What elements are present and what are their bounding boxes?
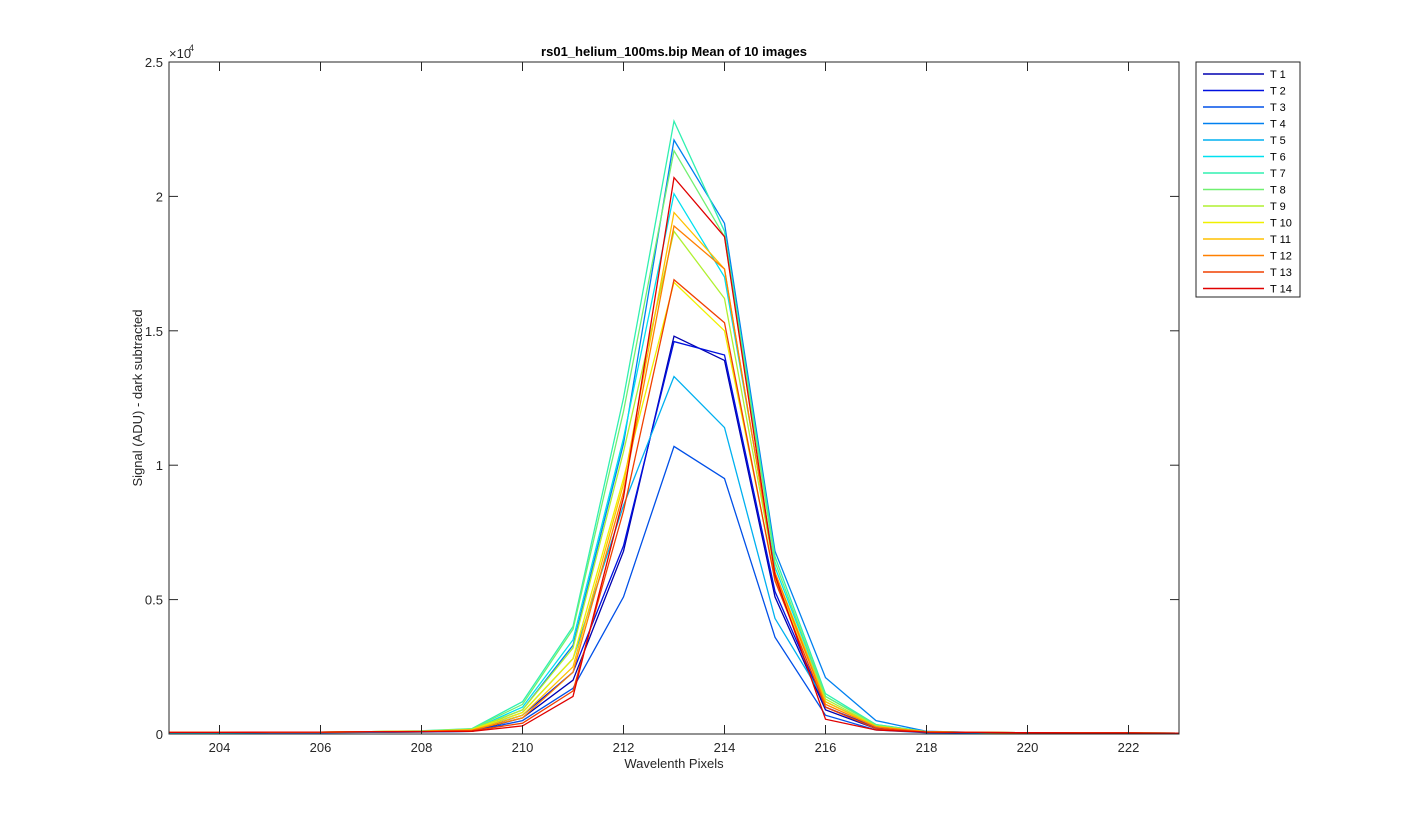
- legend-label: T 13: [1270, 267, 1292, 279]
- legend-label: T 10: [1270, 218, 1292, 230]
- y-axis-label: Signal (ADU) - dark subtracted: [130, 309, 145, 486]
- y-exponent-power: 4: [189, 43, 194, 53]
- y-tick-label: 0.5: [145, 593, 163, 608]
- legend-label: T 5: [1270, 135, 1286, 147]
- legend-label: T 4: [1270, 119, 1286, 131]
- x-tick-label: 220: [1017, 740, 1039, 755]
- x-tick-label: 212: [613, 740, 635, 755]
- x-tick-label: 216: [815, 740, 837, 755]
- y-tick-label: 1.5: [145, 324, 163, 339]
- chart-title: rs01_helium_100ms.bip Mean of 10 images: [541, 44, 807, 59]
- legend-label: T 14: [1270, 284, 1292, 296]
- legend-label: T 8: [1270, 185, 1286, 197]
- legend-label: T 12: [1270, 251, 1292, 263]
- x-tick-label: 204: [209, 740, 231, 755]
- legend-label: T 7: [1270, 168, 1286, 180]
- legend-label: T 9: [1270, 201, 1286, 213]
- legend-label: T 1: [1270, 69, 1286, 81]
- ticks-layer: 204 206 208 210 212 214 216 218 220 222 0 0.5 1 1.5 2 2…: [145, 55, 1179, 755]
- x-tick-label: 218: [916, 740, 938, 755]
- x-tick-label: 206: [310, 740, 332, 755]
- plot-frame: [168, 61, 1180, 735]
- x-tick-label: 214: [714, 740, 736, 755]
- legend: T 1 T 2 T 3 T 4 T 5 T 6 T 7 T 8 T 9 T 10 T 11 T 12 T…: [1195, 61, 1301, 298]
- y-tick-label: 2: [156, 189, 163, 204]
- legend-label: T 2: [1270, 86, 1286, 98]
- y-tick-label: 1: [156, 458, 163, 473]
- legend-label: T 6: [1270, 152, 1286, 164]
- y-tick-label: 0: [156, 727, 163, 742]
- legend-label: T 3: [1270, 102, 1286, 114]
- y-tick-label: 2.5: [145, 55, 163, 70]
- x-axis-label: Wavelenth Pixels: [624, 756, 724, 771]
- x-tick-label: 210: [512, 740, 534, 755]
- series-line-14: [169, 176, 1180, 734]
- plot-area: [169, 62, 1179, 734]
- x-tick-label: 222: [1118, 740, 1140, 755]
- legend-label: T 11: [1270, 234, 1291, 246]
- x-tick-label: 208: [411, 740, 433, 755]
- legend-box: [1195, 61, 1301, 298]
- series-layer: [169, 118, 1180, 734]
- y-exponent-base: ×10: [169, 46, 191, 61]
